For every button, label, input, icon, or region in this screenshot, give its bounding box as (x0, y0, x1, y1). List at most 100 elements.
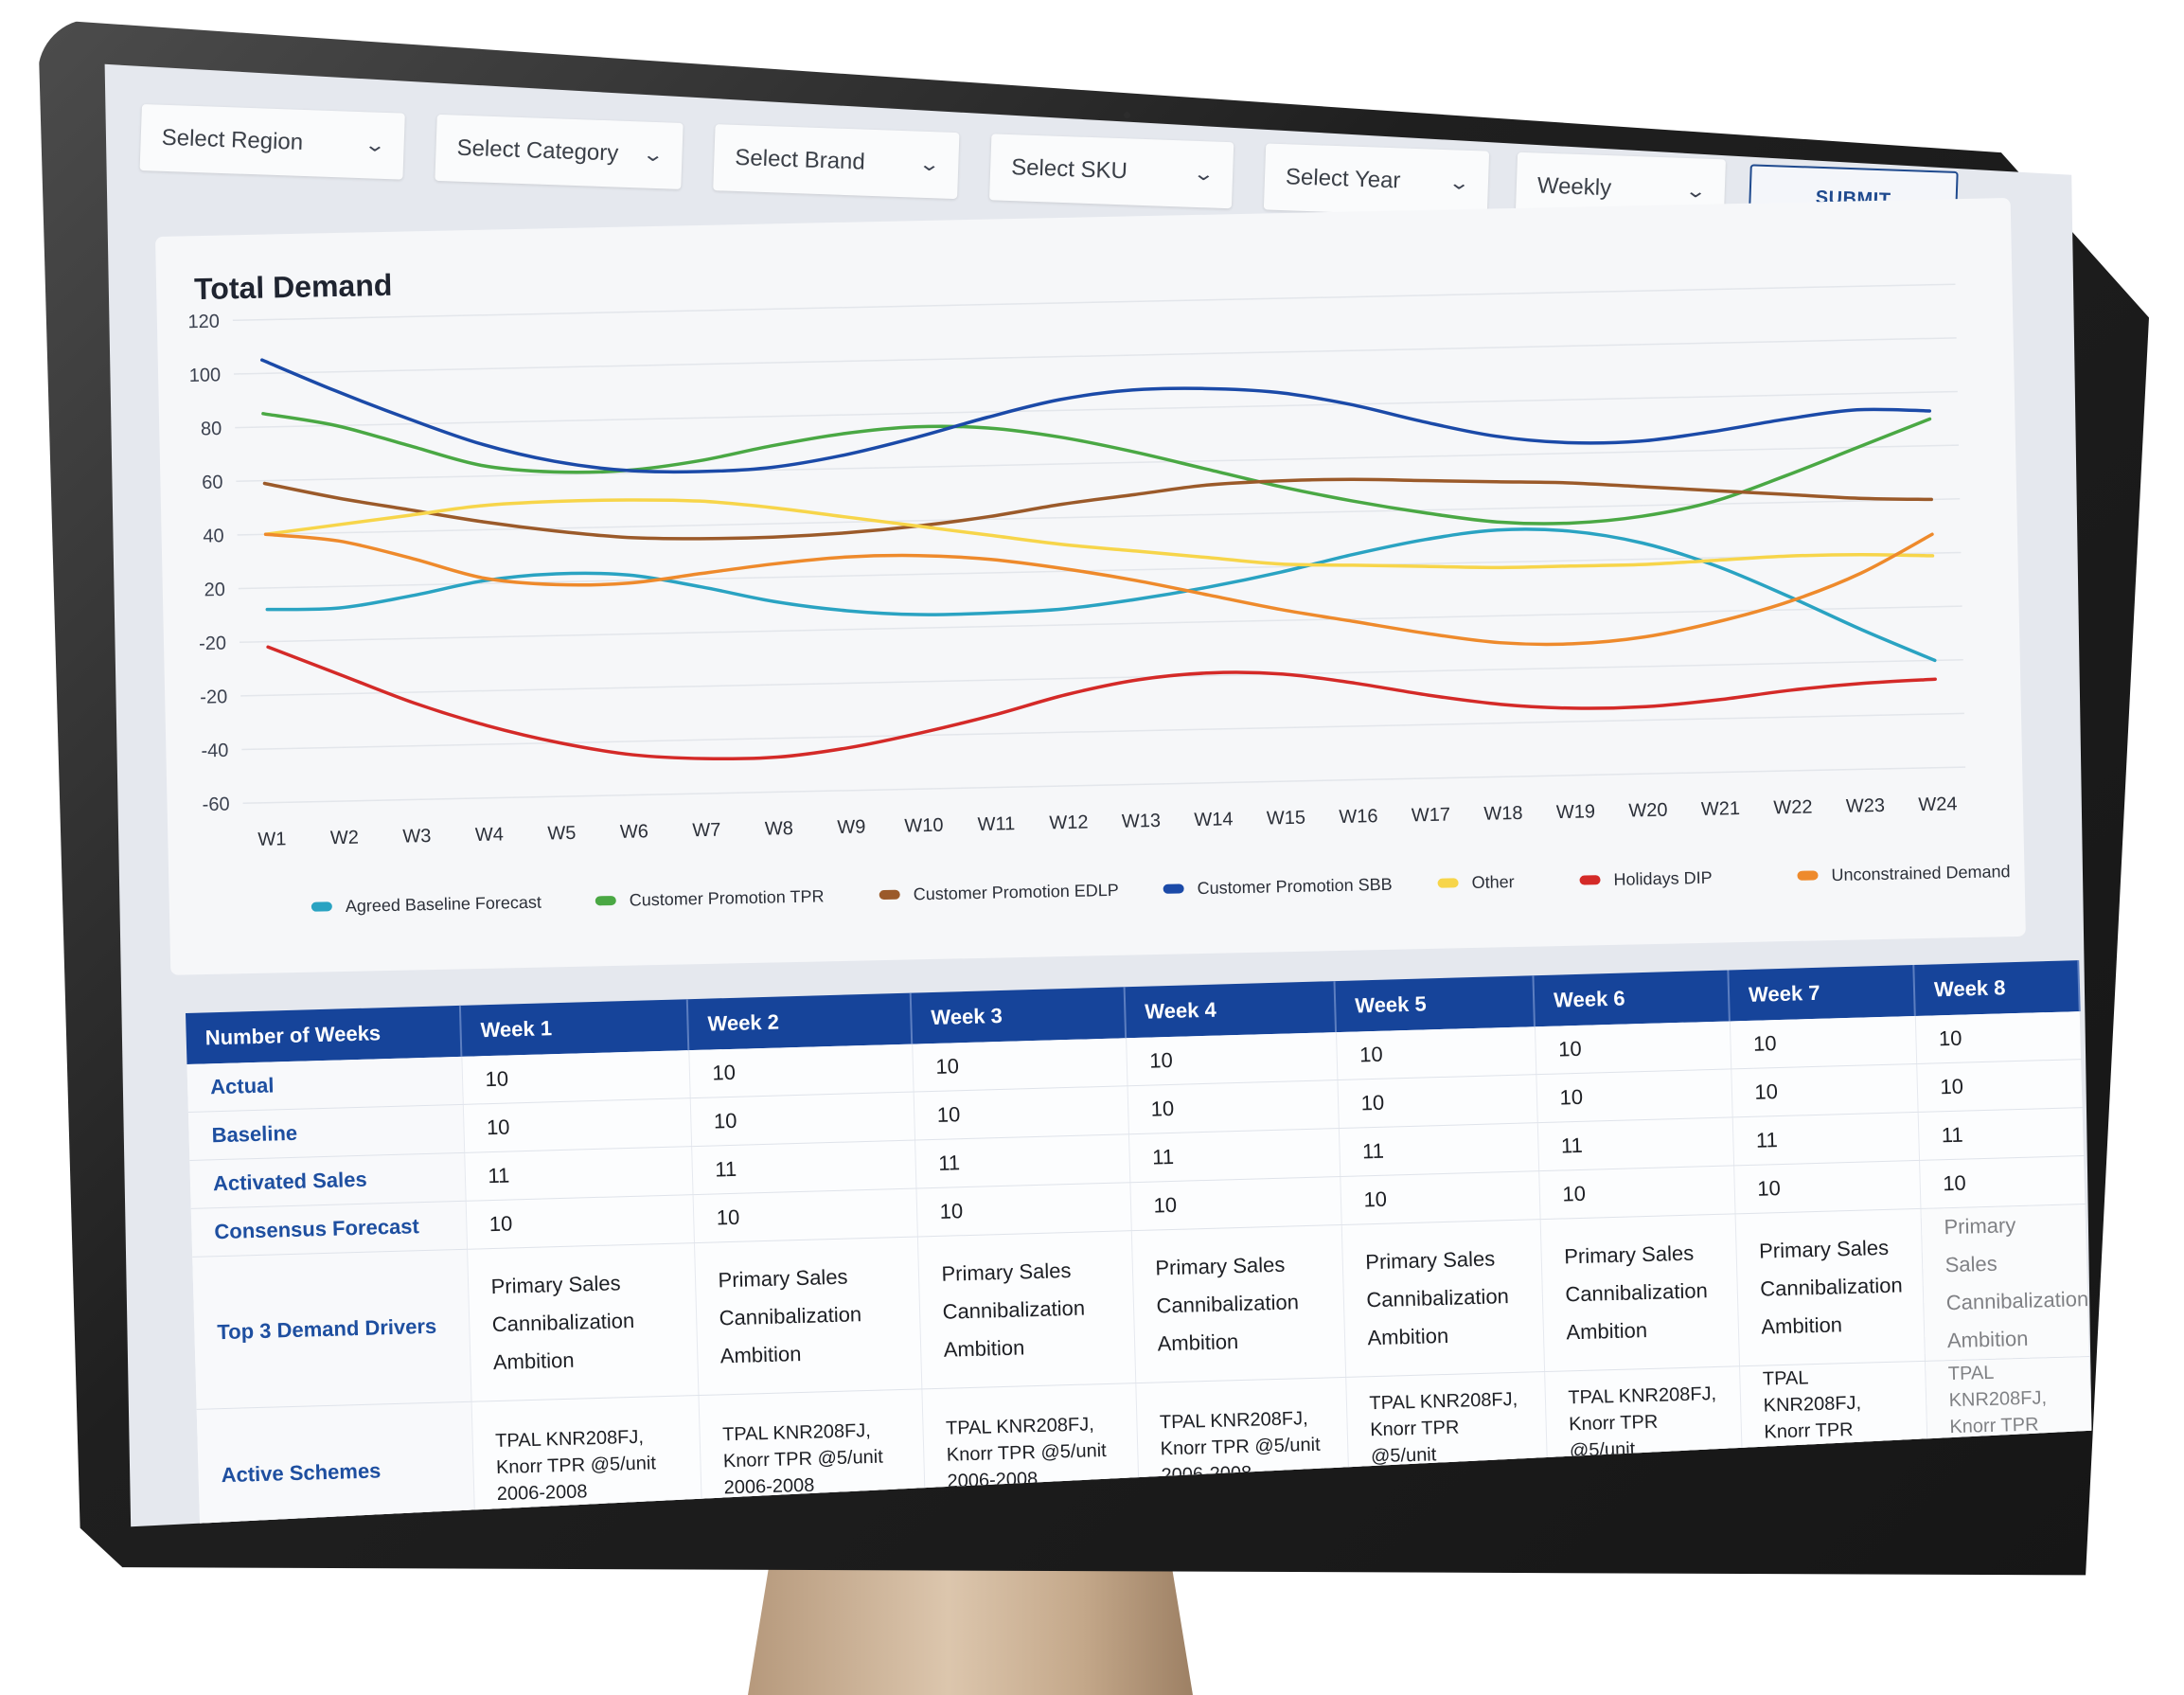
y-tick-label: 120 (187, 312, 220, 333)
driver-item: Ambition (1761, 1312, 1843, 1339)
driver-item: Ambition (1367, 1323, 1449, 1350)
driver-item: Ambition (1157, 1329, 1239, 1356)
year-select[interactable]: Select Year ⌄ (1263, 143, 1490, 218)
table-cell: 11 (1731, 1112, 1920, 1166)
y-tick-label: 60 (202, 473, 223, 493)
brand-select[interactable]: Select Brand ⌄ (713, 124, 960, 200)
table-cell: 10 (465, 1194, 694, 1250)
table-cell: 10 (692, 1188, 917, 1243)
x-tick-label: W7 (692, 820, 720, 842)
scheme-line: TPAL KNR208FJ, (1568, 1383, 1717, 1409)
table-cell: 10 (1731, 1063, 1918, 1117)
header-week: Week 2 (686, 992, 913, 1051)
scheme-line: TPAL KNR208FJ, (1762, 1367, 1862, 1417)
driver-item: Primary Sales (1364, 1246, 1496, 1275)
legend-swatch (1579, 875, 1601, 885)
chevron-down-icon: ⌄ (641, 144, 666, 167)
gridline (232, 283, 1956, 322)
chevron-down-icon: ⌄ (364, 134, 387, 157)
x-tick-label: W16 (1339, 806, 1378, 828)
table-cell: 10 (688, 1044, 914, 1098)
driver-item: Cannibalization (719, 1302, 862, 1330)
gridline (240, 659, 1963, 697)
scheme-line: TPAL KNR208FJ, (1947, 1362, 2048, 1412)
total-demand-chart: 120 100 80 60 40 20 -20 -20 -40 -60 W1 W2 W3 W4 W5 W6 W7… (187, 283, 2011, 916)
legend-swatch (1163, 883, 1184, 894)
table-cell: 10 (1919, 1155, 2086, 1209)
chevron-down-icon: ⌄ (917, 153, 942, 176)
x-tick-label: W1 (257, 829, 286, 850)
driver-item: Cannibalization (491, 1308, 635, 1337)
legend-swatch (595, 896, 616, 906)
x-tick-label: W14 (1194, 809, 1234, 830)
gridline (241, 712, 1964, 751)
table-cell: 10 (1127, 1079, 1339, 1134)
driver-item: Cannibalization (942, 1295, 1086, 1324)
year-select-label: Select Year (1285, 164, 1401, 194)
table-cell: 10 (1729, 1015, 1917, 1069)
series-line-0 (265, 527, 1937, 663)
series-line-2 (262, 477, 1933, 541)
table-cell: 10 (913, 1085, 1128, 1141)
table-cell: 10 (1340, 1170, 1540, 1225)
driver-item: Ambition (492, 1347, 575, 1375)
table-cell: 11 (464, 1146, 693, 1202)
frequency-select-label: Weekly (1536, 172, 1612, 202)
x-tick-label: W10 (904, 815, 944, 837)
scheme-line: Knorr TPR @5/unit (1160, 1434, 1321, 1460)
header-week: Week 4 (1124, 981, 1337, 1039)
table-cell: 10 (1534, 1021, 1731, 1075)
row-label: Top 3 Demand Drivers (192, 1249, 471, 1410)
table-cell: 10 (461, 1050, 690, 1105)
scheme-line: Knorr TPR @5/unit (495, 1453, 657, 1479)
region-select[interactable]: Select Region ⌄ (139, 104, 405, 180)
row-label: Activated Sales (189, 1152, 466, 1209)
series-line-1 (261, 412, 1932, 526)
x-tick-label: W15 (1267, 808, 1306, 830)
x-tick-label: W6 (620, 821, 648, 843)
x-tick-label: W3 (402, 826, 431, 848)
y-tick-label: -20 (199, 633, 226, 655)
legend-label: Customer Promotion TPR (630, 886, 825, 909)
table-cell: 10 (915, 1182, 1131, 1238)
driver-item: Cannibalization (1565, 1278, 1709, 1307)
table-cell: 10 (1126, 1032, 1338, 1086)
table-cell: 11 (1536, 1116, 1734, 1171)
table-cell: 10 (689, 1092, 915, 1147)
chevron-down-icon: ⌄ (1447, 172, 1471, 195)
total-demand-card: Total Demand 120 100 80 60 40 20 -20 -20 -40 -60 W… (155, 197, 2026, 975)
category-select[interactable]: Select Category ⌄ (435, 114, 684, 189)
legend-label: Unconstrained Demand (1831, 862, 2010, 884)
chevron-down-icon: ⌄ (1192, 163, 1216, 186)
table-cell: 11 (914, 1133, 1130, 1189)
table-cell: 11 (1128, 1128, 1341, 1183)
driver-item: Cannibalization (1945, 1286, 2089, 1315)
header-week: Week 7 (1728, 965, 1915, 1022)
table-cell: 10 (462, 1097, 692, 1153)
table-cell: 10 (1916, 1059, 2083, 1113)
legend-label: Holidays DIP (1613, 868, 1712, 889)
table-cell: 11 (1338, 1122, 1539, 1177)
scheme-line: Knorr TPR @5/unit (946, 1440, 1107, 1466)
legend-swatch (879, 889, 900, 901)
x-tick-label: W21 (1701, 798, 1741, 820)
x-tick-label: W12 (1049, 812, 1089, 833)
drivers-cell: Primary Sales Cannibalization Ambition (1341, 1219, 1545, 1378)
table-cell: 11 (691, 1140, 916, 1195)
header-week: Week 8 (1913, 960, 2080, 1016)
header-week: Week 6 (1533, 970, 1730, 1027)
sku-select-label: Select SKU (1010, 154, 1128, 185)
x-tick-label: W9 (837, 816, 865, 838)
driver-item: Ambition (1946, 1326, 2029, 1353)
drivers-cell: Primary Sales Cannibalization Ambition (1539, 1213, 1740, 1372)
x-tick-label: W24 (1918, 794, 1958, 815)
driver-item: Ambition (943, 1335, 1025, 1362)
driver-item: Primary Sales (718, 1264, 848, 1293)
table-cell: 10 (1337, 1074, 1537, 1129)
sku-select[interactable]: Select SKU ⌄ (989, 134, 1234, 209)
table-cell: 10 (1129, 1176, 1341, 1231)
drivers-cell: Primary Sales Cannibalization Ambition (1920, 1204, 2089, 1362)
gridline (234, 337, 1957, 375)
y-tick-label: -40 (201, 740, 228, 762)
webcam-dot (1124, 112, 1130, 118)
